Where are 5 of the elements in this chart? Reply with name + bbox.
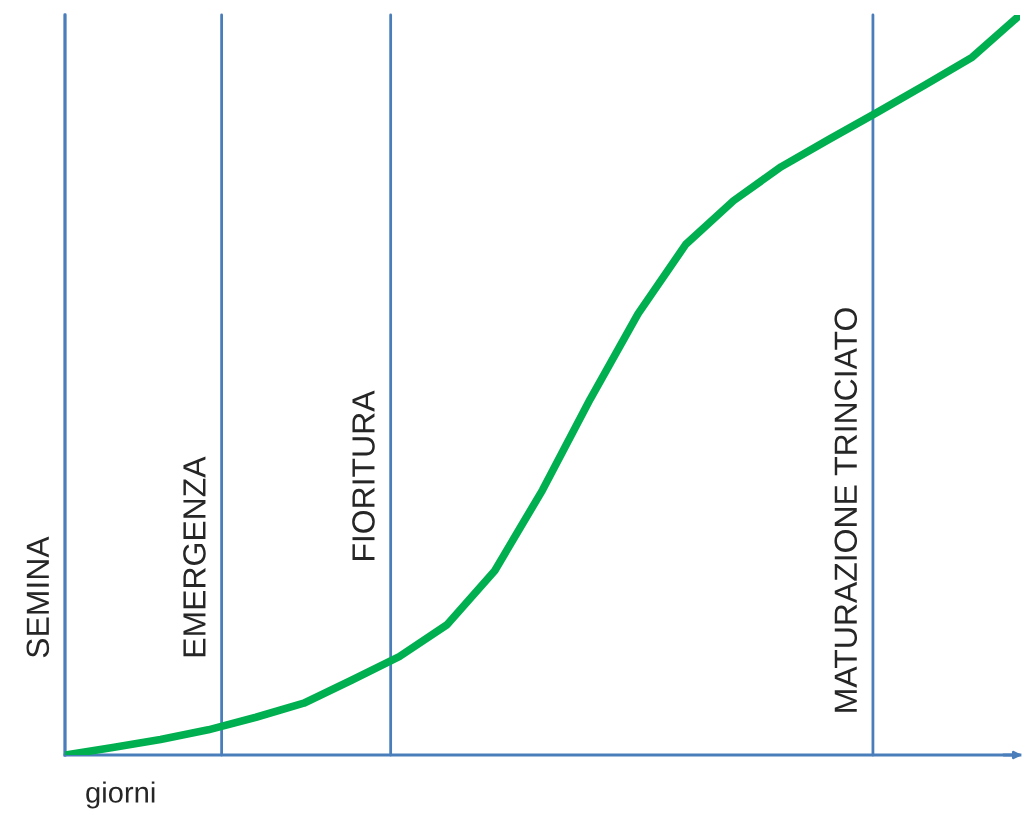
text: SEMINA	[26, 536, 50, 658]
annotation: FIORITURA	[352, 390, 375, 560]
x-axis-title: giorni	[86, 781, 155, 809]
annotation: EMERGENZA	[183, 456, 206, 657]
annotation: MATURAZIONE TRINCIATO	[834, 308, 858, 712]
